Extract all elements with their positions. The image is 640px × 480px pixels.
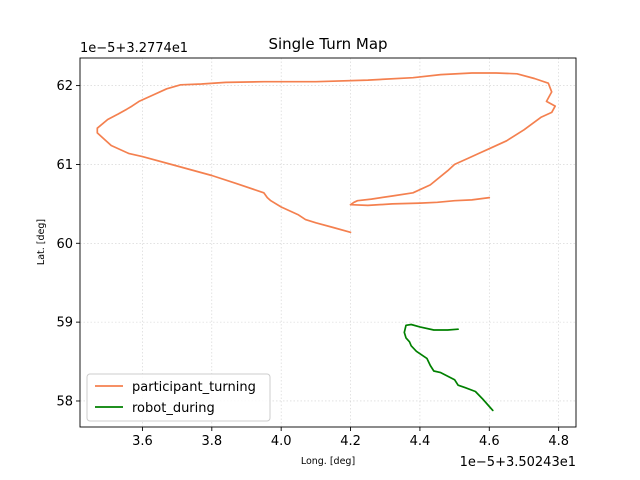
y-axis: 58 59 60 61 62 [56, 79, 80, 409]
y-tick-label: 59 [56, 316, 73, 331]
x-axis-label: Long. [deg] [301, 456, 355, 467]
legend-box [86, 373, 271, 422]
plot-frame [79, 57, 577, 428]
legend: participant_turning robot_during [86, 373, 271, 422]
x-tick-label: 4.8 [548, 434, 569, 449]
y-tick-label: 60 [56, 237, 73, 252]
series-line-participant-turning [96, 72, 557, 234]
y-axis-label: Lat. [deg] [36, 219, 47, 265]
y-tick-label: 61 [56, 158, 73, 173]
y-offset-label: 1e−5+3.2774e1 [80, 41, 188, 56]
y-tick-label: 58 [56, 394, 73, 409]
x-tick-label: 3.6 [132, 434, 153, 449]
y-tick-label: 62 [56, 79, 73, 94]
x-offset-label: 1e−5+3.50243e1 [460, 455, 576, 470]
x-tick-label: 4.2 [340, 434, 361, 449]
series-line-robot-during [403, 323, 494, 412]
legend-label-participant-turning: participant_turning [132, 380, 256, 395]
x-tick-label: 4.0 [271, 434, 292, 449]
x-tick-label: 4.6 [479, 434, 500, 449]
chart-title: Single Turn Map [268, 35, 387, 53]
x-tick-label: 4.4 [410, 434, 431, 449]
grid [80, 58, 576, 427]
x-axis: 3.6 3.8 4.0 4.2 4.4 4.6 4.8 [132, 427, 569, 449]
legend-label-robot-during: robot_during [132, 401, 215, 416]
plot-lines [96, 72, 557, 412]
x-tick-label: 3.8 [201, 434, 222, 449]
